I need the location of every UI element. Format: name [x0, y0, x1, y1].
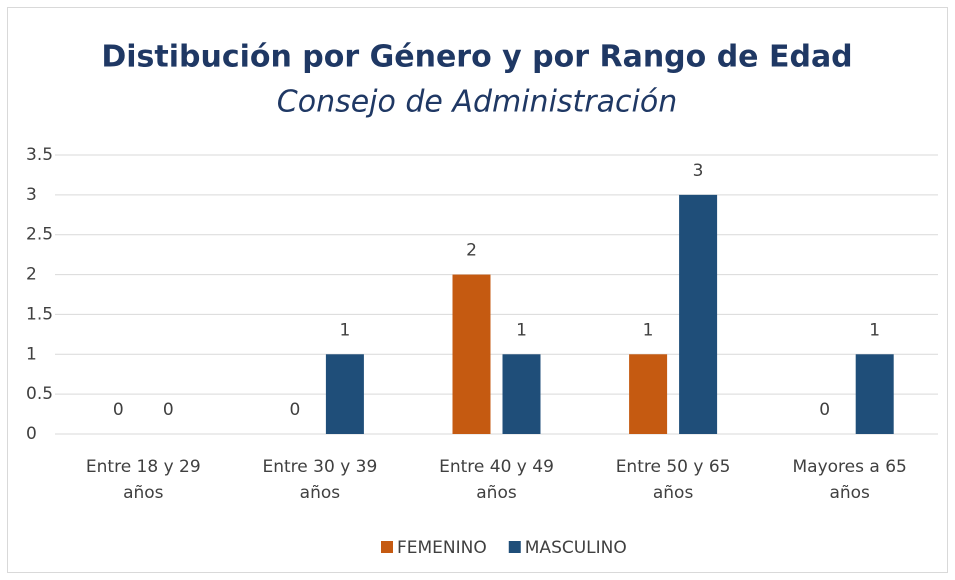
data-label: 1: [869, 320, 880, 340]
data-label: 3: [693, 161, 704, 181]
x-tick-label: Mayores a 65 años: [793, 457, 907, 503]
legend-label: MASCULINO: [525, 538, 627, 558]
bar: [452, 274, 491, 434]
data-label: 0: [289, 400, 300, 420]
y-tick-label: 2.5: [26, 225, 53, 245]
bar: [855, 354, 894, 434]
y-tick-label: 2: [26, 265, 37, 285]
y-tick-label: 0: [26, 424, 37, 444]
chart-subtitle: Consejo de Administración: [277, 85, 677, 120]
chart-title: Distibución por Género y por Rango de Ed…: [101, 40, 852, 75]
data-label: 1: [643, 320, 654, 340]
y-tick-label: 1: [26, 344, 37, 364]
bar: [502, 354, 541, 434]
y-tick-label: 3: [26, 185, 37, 205]
y-tick-label: 3.5: [26, 145, 53, 165]
legend-label: FEMENINO: [397, 538, 487, 558]
legend-swatch: [381, 541, 393, 553]
bar: [679, 194, 718, 434]
data-label: 0: [113, 400, 124, 420]
x-tick-label: Entre 50 y 65 años: [616, 457, 731, 503]
legend-swatch: [508, 541, 521, 553]
data-label: 2: [466, 241, 477, 261]
data-label: 0: [163, 400, 174, 420]
x-tick-label: Entre 30 y 39 años: [263, 457, 378, 503]
x-tick-label: Entre 40 y 49 años: [439, 457, 554, 503]
bar: [325, 354, 364, 434]
y-tick-label: 1.5: [26, 304, 53, 324]
data-label: 0: [819, 400, 830, 420]
y-tick-label: 0.5: [26, 384, 53, 404]
data-label: 1: [339, 320, 350, 340]
data-label: 1: [516, 320, 527, 340]
bar: [629, 354, 668, 434]
x-tick-label: Entre 18 y 29 años: [86, 457, 201, 503]
